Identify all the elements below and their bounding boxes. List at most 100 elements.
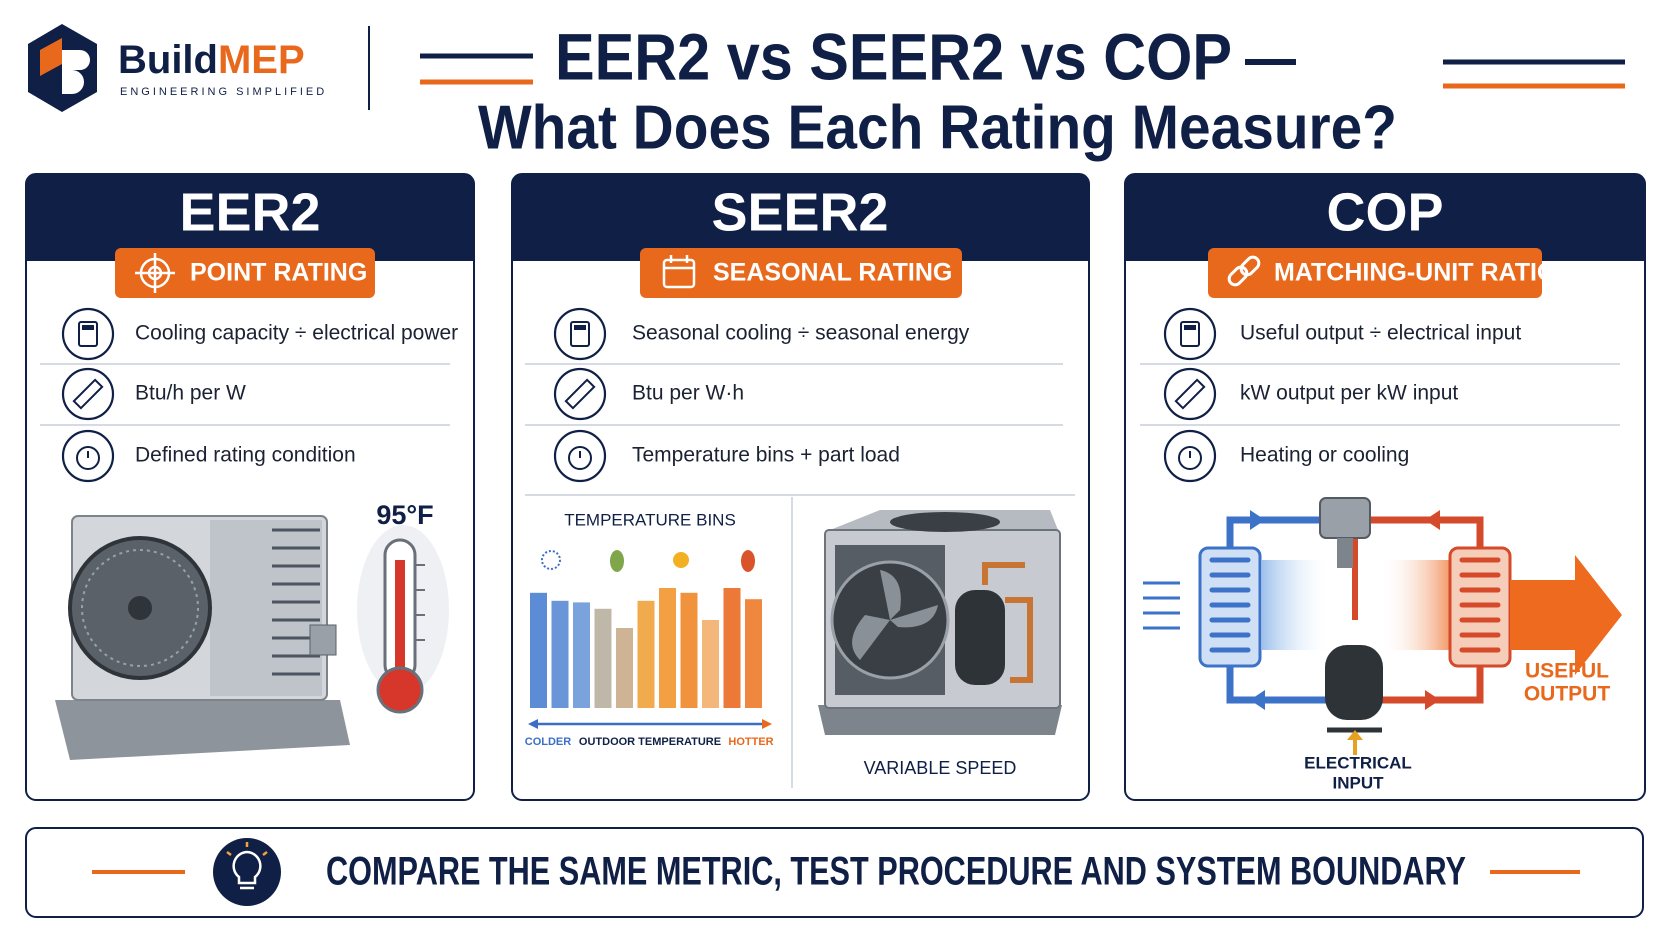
badges-part-part <box>1227 265 1249 287</box>
footer-box-part <box>25 827 1644 918</box>
heat-pump-cycle-part <box>1425 690 1440 710</box>
row-icon-glyph <box>570 321 590 347</box>
ac-unit-illustration-part <box>376 666 424 714</box>
title-decoration <box>420 53 1625 89</box>
temperature-axis-part <box>528 719 538 729</box>
footer-box-part <box>232 850 262 885</box>
badges-part <box>135 253 175 293</box>
row-icon-glyph <box>1180 321 1200 347</box>
badge-label: POINT RATING <box>190 259 367 287</box>
bin-icon <box>541 550 561 570</box>
badges-part <box>640 248 962 298</box>
variable-speed-unit-part <box>982 562 1033 683</box>
brand-tagline: ENGINEERING SIMPLIFIED <box>120 86 327 98</box>
card-title: SEER2 <box>711 182 888 242</box>
row-icon <box>1163 307 1217 361</box>
badge-label: MATCHING-UNIT RATIO <box>1274 259 1556 287</box>
card-title: COP <box>1326 182 1443 242</box>
variable-speed-unit-part <box>890 512 1000 532</box>
row-icon-glyph <box>568 446 592 470</box>
heat-pump-cycle-part <box>1510 555 1622 675</box>
card-frames-part <box>512 174 1089 261</box>
row-icon-glyph <box>82 325 94 330</box>
variable-speed-unit <box>818 510 1062 735</box>
footer-box-part-part <box>262 851 268 856</box>
temperature-axis-part <box>762 719 772 729</box>
bin-bar <box>530 592 547 708</box>
row-icon <box>1163 367 1217 421</box>
temperature-label: 95°F <box>376 500 433 530</box>
variable-speed-unit-part <box>818 705 1062 735</box>
heat-pump-cycle-part <box>1337 538 1353 568</box>
row-separators <box>40 363 1620 788</box>
badges-part-part <box>1239 255 1261 277</box>
heat-pump-cycle-part <box>1143 581 1180 630</box>
temperature-bins-graphic <box>530 550 762 708</box>
card-frames-part <box>26 174 474 261</box>
badges-part <box>115 248 375 298</box>
footer-box <box>25 827 1644 918</box>
item-text: kW output per kW input <box>1240 382 1458 405</box>
logo-part <box>40 38 62 76</box>
bin-bar <box>616 628 633 708</box>
ac-unit-illustration-part <box>128 596 152 620</box>
row-icon-glyph <box>1184 325 1196 330</box>
badge-label: SEASONAL RATING <box>713 259 952 287</box>
item-text: Btu/h per W <box>135 382 246 405</box>
item-text: Btu per W·h <box>632 382 744 405</box>
ac-unit-illustration <box>55 515 449 760</box>
axis-label: OUTDOOR TEMPERATURE <box>579 736 721 748</box>
bin-bar <box>745 599 762 708</box>
bin-bar <box>573 602 590 708</box>
bin-bar <box>680 592 698 708</box>
ac-unit-illustration-part <box>55 700 350 760</box>
output-label: USEFUL <box>1525 660 1609 683</box>
chart-title: TEMPERATURE BINS <box>564 510 736 529</box>
input-label: ELECTRICAL <box>1304 753 1412 772</box>
row-icon-glyph <box>574 325 586 330</box>
row-icon <box>553 367 607 421</box>
card-title: EER2 <box>179 182 320 242</box>
bin-bar <box>551 600 569 708</box>
footer-box-part <box>213 838 281 906</box>
bin-icon <box>673 552 689 568</box>
ac-unit-illustration-part <box>415 564 425 641</box>
card-frames-part <box>1125 174 1645 261</box>
item-text: Cooling capacity ÷ electrical power <box>135 322 458 345</box>
brand-name-part: Build <box>118 38 218 82</box>
badges-part <box>1208 248 1542 298</box>
footer-text: COMPARE THE SAME METRIC, TEST PROCEDURE … <box>326 850 1466 894</box>
bin-bar <box>637 600 655 708</box>
bin-bar <box>594 608 612 708</box>
footer-box-part <box>226 842 268 856</box>
title: EER2 vs SEER2 vs COP <box>555 19 1232 93</box>
brand-name: BuildMEP <box>118 38 305 82</box>
axis-left-label: COLDER <box>525 736 572 748</box>
row-icon <box>61 367 115 421</box>
heat-pump-cycle-part <box>1459 557 1501 653</box>
variable-speed-unit-part <box>955 590 1005 685</box>
bin-bar <box>702 620 719 708</box>
ac-unit-illustration-part <box>309 624 337 656</box>
row-icon-glyph <box>1178 446 1202 470</box>
ac-unit-illustration-part <box>81 549 199 667</box>
row-icon-glyph <box>78 321 98 347</box>
input-label: INPUT <box>1333 773 1385 792</box>
bin-bar <box>659 588 676 708</box>
item-text: Heating or cooling <box>1240 444 1409 467</box>
axis-right-label: HOTTER <box>728 736 773 748</box>
bin-bar <box>723 588 741 708</box>
heat-pump-cycle <box>1143 497 1622 755</box>
logo <box>28 24 97 112</box>
heat-pump-cycle-part <box>1347 730 1363 740</box>
row-icon <box>553 307 607 361</box>
heat-pump-cycle-part <box>1250 690 1265 710</box>
subtitle: What Does Each Rating Measure? <box>478 93 1397 162</box>
ac-unit-illustration-part <box>272 528 320 676</box>
row-icon-glyph <box>564 378 596 410</box>
badges <box>115 248 1542 298</box>
footer-box-part-part <box>226 851 232 856</box>
